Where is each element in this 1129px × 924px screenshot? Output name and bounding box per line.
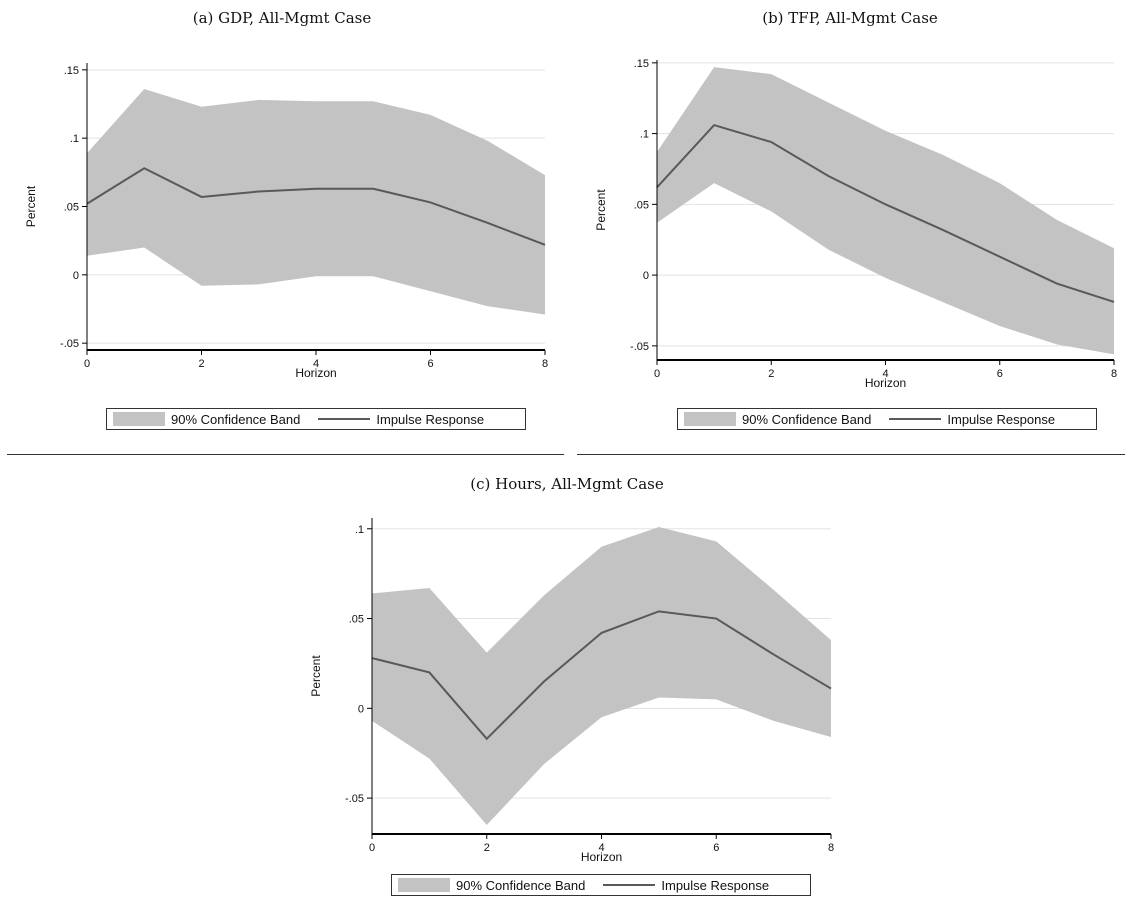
legend: 90% Confidence Band Impulse Response — [106, 408, 526, 430]
y-axis-label: Percent — [309, 655, 323, 697]
legend-line-label: Impulse Response — [947, 411, 1056, 427]
chart-title: (b) TFP, All-Mgmt Case — [762, 9, 938, 27]
y-tick-label: .1 — [640, 129, 649, 141]
confidence-band — [372, 526, 831, 826]
x-tick-label: 0 — [654, 368, 660, 380]
x-tick-label: 6 — [427, 358, 433, 370]
y-tick-label: -.05 — [60, 338, 79, 350]
legend-line-swatch — [889, 418, 942, 420]
x-tick-label: 4 — [882, 368, 888, 380]
y-tick-label: .05 — [64, 202, 79, 214]
x-tick-label: 2 — [484, 842, 490, 854]
y-tick-label: .15 — [64, 65, 79, 77]
x-axis-label: Horizon — [865, 376, 906, 390]
legend-band-swatch — [398, 878, 450, 892]
legend-line-label: Impulse Response — [376, 411, 485, 427]
x-axis-label: Horizon — [581, 850, 622, 864]
impulse-response-line — [86, 167, 546, 246]
y-tick-label: .05 — [634, 199, 649, 211]
y-tick-label: .1 — [70, 133, 79, 145]
y-tick-label: 0 — [358, 703, 364, 715]
x-tick-label: 6 — [997, 368, 1003, 380]
y-axis-label: Percent — [24, 185, 38, 227]
x-tick-label: 4 — [598, 842, 604, 854]
legend-band-label: 90% Confidence Band — [742, 411, 872, 427]
legend-band-label: 90% Confidence Band — [456, 877, 586, 893]
impulse-response-line — [656, 123, 1115, 303]
x-axis-label: Horizon — [295, 366, 336, 380]
y-tick-label: 0 — [643, 270, 649, 282]
y-tick-label: .1 — [355, 524, 364, 536]
legend: 90% Confidence Band Impulse Response — [391, 874, 811, 896]
x-tick-label: 0 — [84, 358, 90, 370]
legend-band-swatch — [684, 412, 736, 426]
x-tick-label: 2 — [768, 368, 774, 380]
x-tick-label: 8 — [828, 842, 834, 854]
panel-rule — [7, 454, 564, 455]
confidence-band — [657, 67, 1114, 355]
chart-b: -.05 0 .05 .1 .15 0 2 4 6 8 Horizon Percent — [594, 58, 1117, 390]
legend-line-swatch — [318, 418, 371, 420]
y-tick-label: 0 — [73, 270, 79, 282]
x-tick-label: 8 — [542, 358, 548, 370]
panel-b: (b) TFP, All-Mgmt Case -.05 0 .05 .1 .15 0 2 4 6… — [571, 0, 1129, 460]
y-tick-label: .05 — [349, 614, 364, 626]
x-tick-label: 8 — [1111, 368, 1117, 380]
y-tick-label: -.05 — [345, 793, 364, 805]
chart-c: -.05 0 .05 .1 0 2 4 6 8 Horizon Percent — [309, 518, 834, 864]
legend-line-swatch — [603, 884, 656, 886]
x-tick-label: 0 — [369, 842, 375, 854]
x-tick-label: 6 — [713, 842, 719, 854]
legend-band-swatch — [113, 412, 165, 426]
y-axis-label: Percent — [594, 189, 608, 231]
legend-line-label: Impulse Response — [661, 877, 770, 893]
panel-rule — [577, 454, 1125, 455]
impulse-response-line — [371, 610, 832, 741]
y-tick-label: .15 — [634, 58, 649, 70]
panel-a: (a) GDP, All-Mgmt Case -.05 0 .05 .1 .15 0 2 4 6… — [0, 0, 564, 460]
x-tick-label: 2 — [198, 358, 204, 370]
panel-c: (c) Hours, All-Mgmt Case -.05 0 .05 .1 0 2 4 6 8… — [285, 466, 849, 924]
chart-title: (a) GDP, All-Mgmt Case — [192, 9, 372, 27]
chart-title: (c) Hours, All-Mgmt Case — [470, 475, 664, 493]
chart-a: -.05 0 .05 .1 .15 0 2 4 6 8 Horizon Percent — [24, 63, 548, 380]
confidence-band — [87, 88, 545, 315]
legend: 90% Confidence Band Impulse Response — [677, 408, 1097, 430]
y-tick-label: -.05 — [630, 341, 649, 353]
x-tick-label: 4 — [313, 358, 319, 370]
legend-band-label: 90% Confidence Band — [171, 411, 301, 427]
